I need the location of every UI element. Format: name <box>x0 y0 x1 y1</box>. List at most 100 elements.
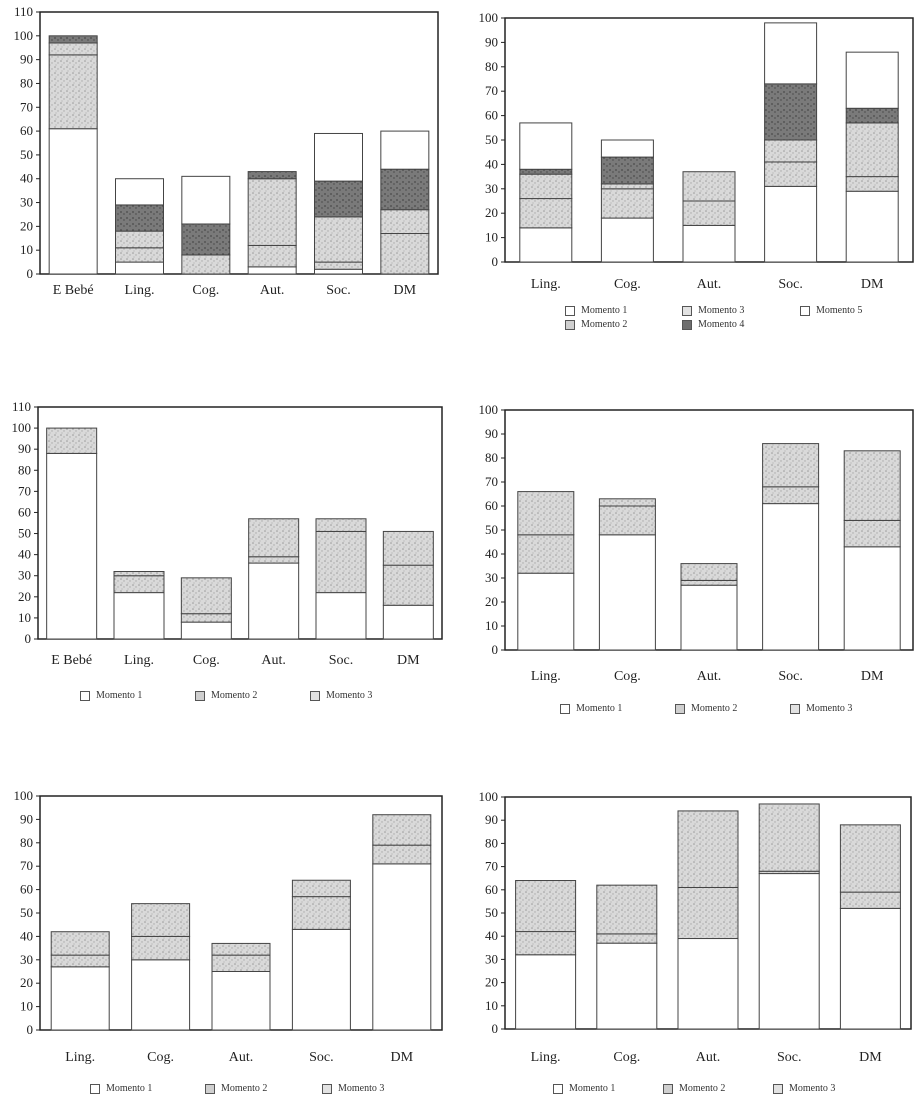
bar-segment-m1 <box>131 959 191 1031</box>
bar-segment-m3 <box>677 810 739 888</box>
legend-swatch-momento-1 <box>560 703 570 714</box>
y-tick-label: 0 <box>27 1022 34 1037</box>
bar-segment-m2 <box>315 530 367 594</box>
x-category-label: Aut. <box>229 1050 254 1065</box>
bar-segment-m4 <box>48 35 98 44</box>
legend-swatch-momento-1 <box>553 1083 563 1094</box>
legend-item: Momento 5 <box>800 305 862 316</box>
y-tick-label: 100 <box>12 420 32 435</box>
bar-segment-m4 <box>115 204 164 232</box>
bar-segment-m2 <box>839 891 901 909</box>
bar-segment-m1 <box>762 503 820 651</box>
legend-label: Momento 3 <box>326 690 373 701</box>
y-tick-label: 80 <box>485 835 498 850</box>
x-category-label: DM <box>394 283 417 298</box>
x-category-label: Ling. <box>125 283 155 298</box>
chart-panel-3: 0 10 20 30 40 50 60 70 80 90 100 110 E Bebé Ling. Cog.… <box>0 392 450 717</box>
bar-segment-m2 <box>677 886 739 940</box>
bar-segment-m3 <box>515 880 577 933</box>
legend-item: Momento 1 <box>80 690 142 701</box>
y-tick-label: 20 <box>485 594 498 609</box>
y-tick-label: 40 <box>20 928 33 943</box>
bar-segment-m1 <box>600 217 654 263</box>
y-tick-label: 60 <box>20 123 33 138</box>
y-tick-label: 90 <box>485 812 498 827</box>
legend-item: Momento 3 <box>322 1083 384 1094</box>
bar-segment-m2 <box>517 534 575 574</box>
bar-segment-m2 <box>180 613 232 623</box>
y-tick-label: 10 <box>20 242 33 257</box>
bar-segment-m2 <box>682 200 736 226</box>
y-tick-label: 80 <box>485 450 498 465</box>
x-category-label: Soc. <box>778 277 803 292</box>
y-tick-label: 60 <box>18 504 31 519</box>
legend-label: Momento 3 <box>698 305 745 316</box>
x-category-label: Cog. <box>614 277 641 292</box>
legend-swatch-momento-5 <box>800 305 810 316</box>
legend-label: Momento 2 <box>679 1083 726 1094</box>
y-tick-label: 90 <box>485 34 498 49</box>
bar-segment-m1 <box>211 971 271 1031</box>
bar-segment-m2 <box>764 161 818 187</box>
legend-swatch-momento-2 <box>663 1083 673 1094</box>
bar-segment-m1 <box>682 224 736 263</box>
y-tick-label: 0 <box>492 642 499 657</box>
y-tick-label: 20 <box>20 218 33 233</box>
legend-swatch-momento-2 <box>195 690 205 701</box>
y-tick-label: 60 <box>485 498 498 513</box>
x-category-label: E Bebé <box>53 283 94 298</box>
x-category-label: Aut. <box>261 653 286 668</box>
y-tick-label: 20 <box>18 589 31 604</box>
y-tick-label: 10 <box>20 999 33 1014</box>
y-tick-label: 30 <box>485 951 498 966</box>
chart-svg-2: 0 10 20 30 40 50 60 70 80 90 100 Ling. Cog. Aut. Soc. D… <box>479 10 914 292</box>
y-tick-label: 80 <box>20 835 33 850</box>
y-tick-label: 50 <box>20 147 33 162</box>
bar-segment-m2 <box>596 933 658 944</box>
legend-label: Momento 3 <box>806 703 853 714</box>
bar-segment-m2 <box>291 896 351 930</box>
bar-segment-m1 <box>372 863 432 1031</box>
bar-segment-m4 <box>764 83 818 141</box>
y-tick-label: 100 <box>479 10 499 25</box>
chart-legend-2: Momento 1 Momento 3 Momento 5 Momento 2 … <box>565 305 905 341</box>
bar-segment-m1 <box>50 966 110 1031</box>
bar-segment-m3 <box>291 879 351 898</box>
x-category-label: Cog. <box>147 1050 174 1065</box>
x-category-label: Cog. <box>614 669 641 684</box>
bar-segment-m3 <box>315 518 367 532</box>
y-tick-label: 70 <box>485 474 498 489</box>
y-tick-label: 20 <box>485 205 498 220</box>
bar-segment-m2 <box>680 579 738 586</box>
y-tick-label: 80 <box>18 462 31 477</box>
chart-panel-6: 0 10 20 30 40 50 60 70 80 90 100 Ling. Cog. Aut. Soc. D… <box>465 783 919 1104</box>
bar-segment-m4 <box>247 171 297 180</box>
y-tick-label: 70 <box>485 83 498 98</box>
bar-segment-m2 <box>48 54 98 130</box>
bar-segment-m1 <box>48 128 98 275</box>
y-tick-label: 90 <box>485 426 498 441</box>
legend-swatch-momento-2 <box>675 703 685 714</box>
y-tick-label: 90 <box>18 441 31 456</box>
legend-label: Momento 1 <box>576 703 623 714</box>
x-category-label: DM <box>397 653 420 668</box>
y-tick-label: 0 <box>492 254 499 269</box>
y-tick-label: 50 <box>485 522 498 537</box>
y-tick-label: 100 <box>14 28 34 43</box>
y-tick-label: 110 <box>14 4 33 19</box>
bar-segment-m3 <box>314 216 363 263</box>
y-tick-label: 10 <box>485 230 498 245</box>
bar-segment-m2 <box>845 176 899 192</box>
bar-segment-m2 <box>380 233 430 275</box>
y-tick-label: 40 <box>20 171 33 186</box>
chart-svg-1: 0 10 20 30 40 50 60 70 80 90 100 110 E Bebé Ling. Cog.… <box>14 4 439 298</box>
chart-svg-3: 0 10 20 30 40 50 60 70 80 90 100 110 E Bebé Ling. Cog.… <box>12 399 443 668</box>
bar-segment-m3 <box>845 122 899 178</box>
y-tick-label: 50 <box>20 905 33 920</box>
bar-segment-m1 <box>764 185 818 263</box>
bar-segment-m4 <box>845 107 899 124</box>
legend-label: Momento 3 <box>789 1083 836 1094</box>
bar-segment-m5 <box>600 139 654 158</box>
bar-segment-m4 <box>519 168 573 175</box>
bar-segment-m3 <box>596 884 658 935</box>
